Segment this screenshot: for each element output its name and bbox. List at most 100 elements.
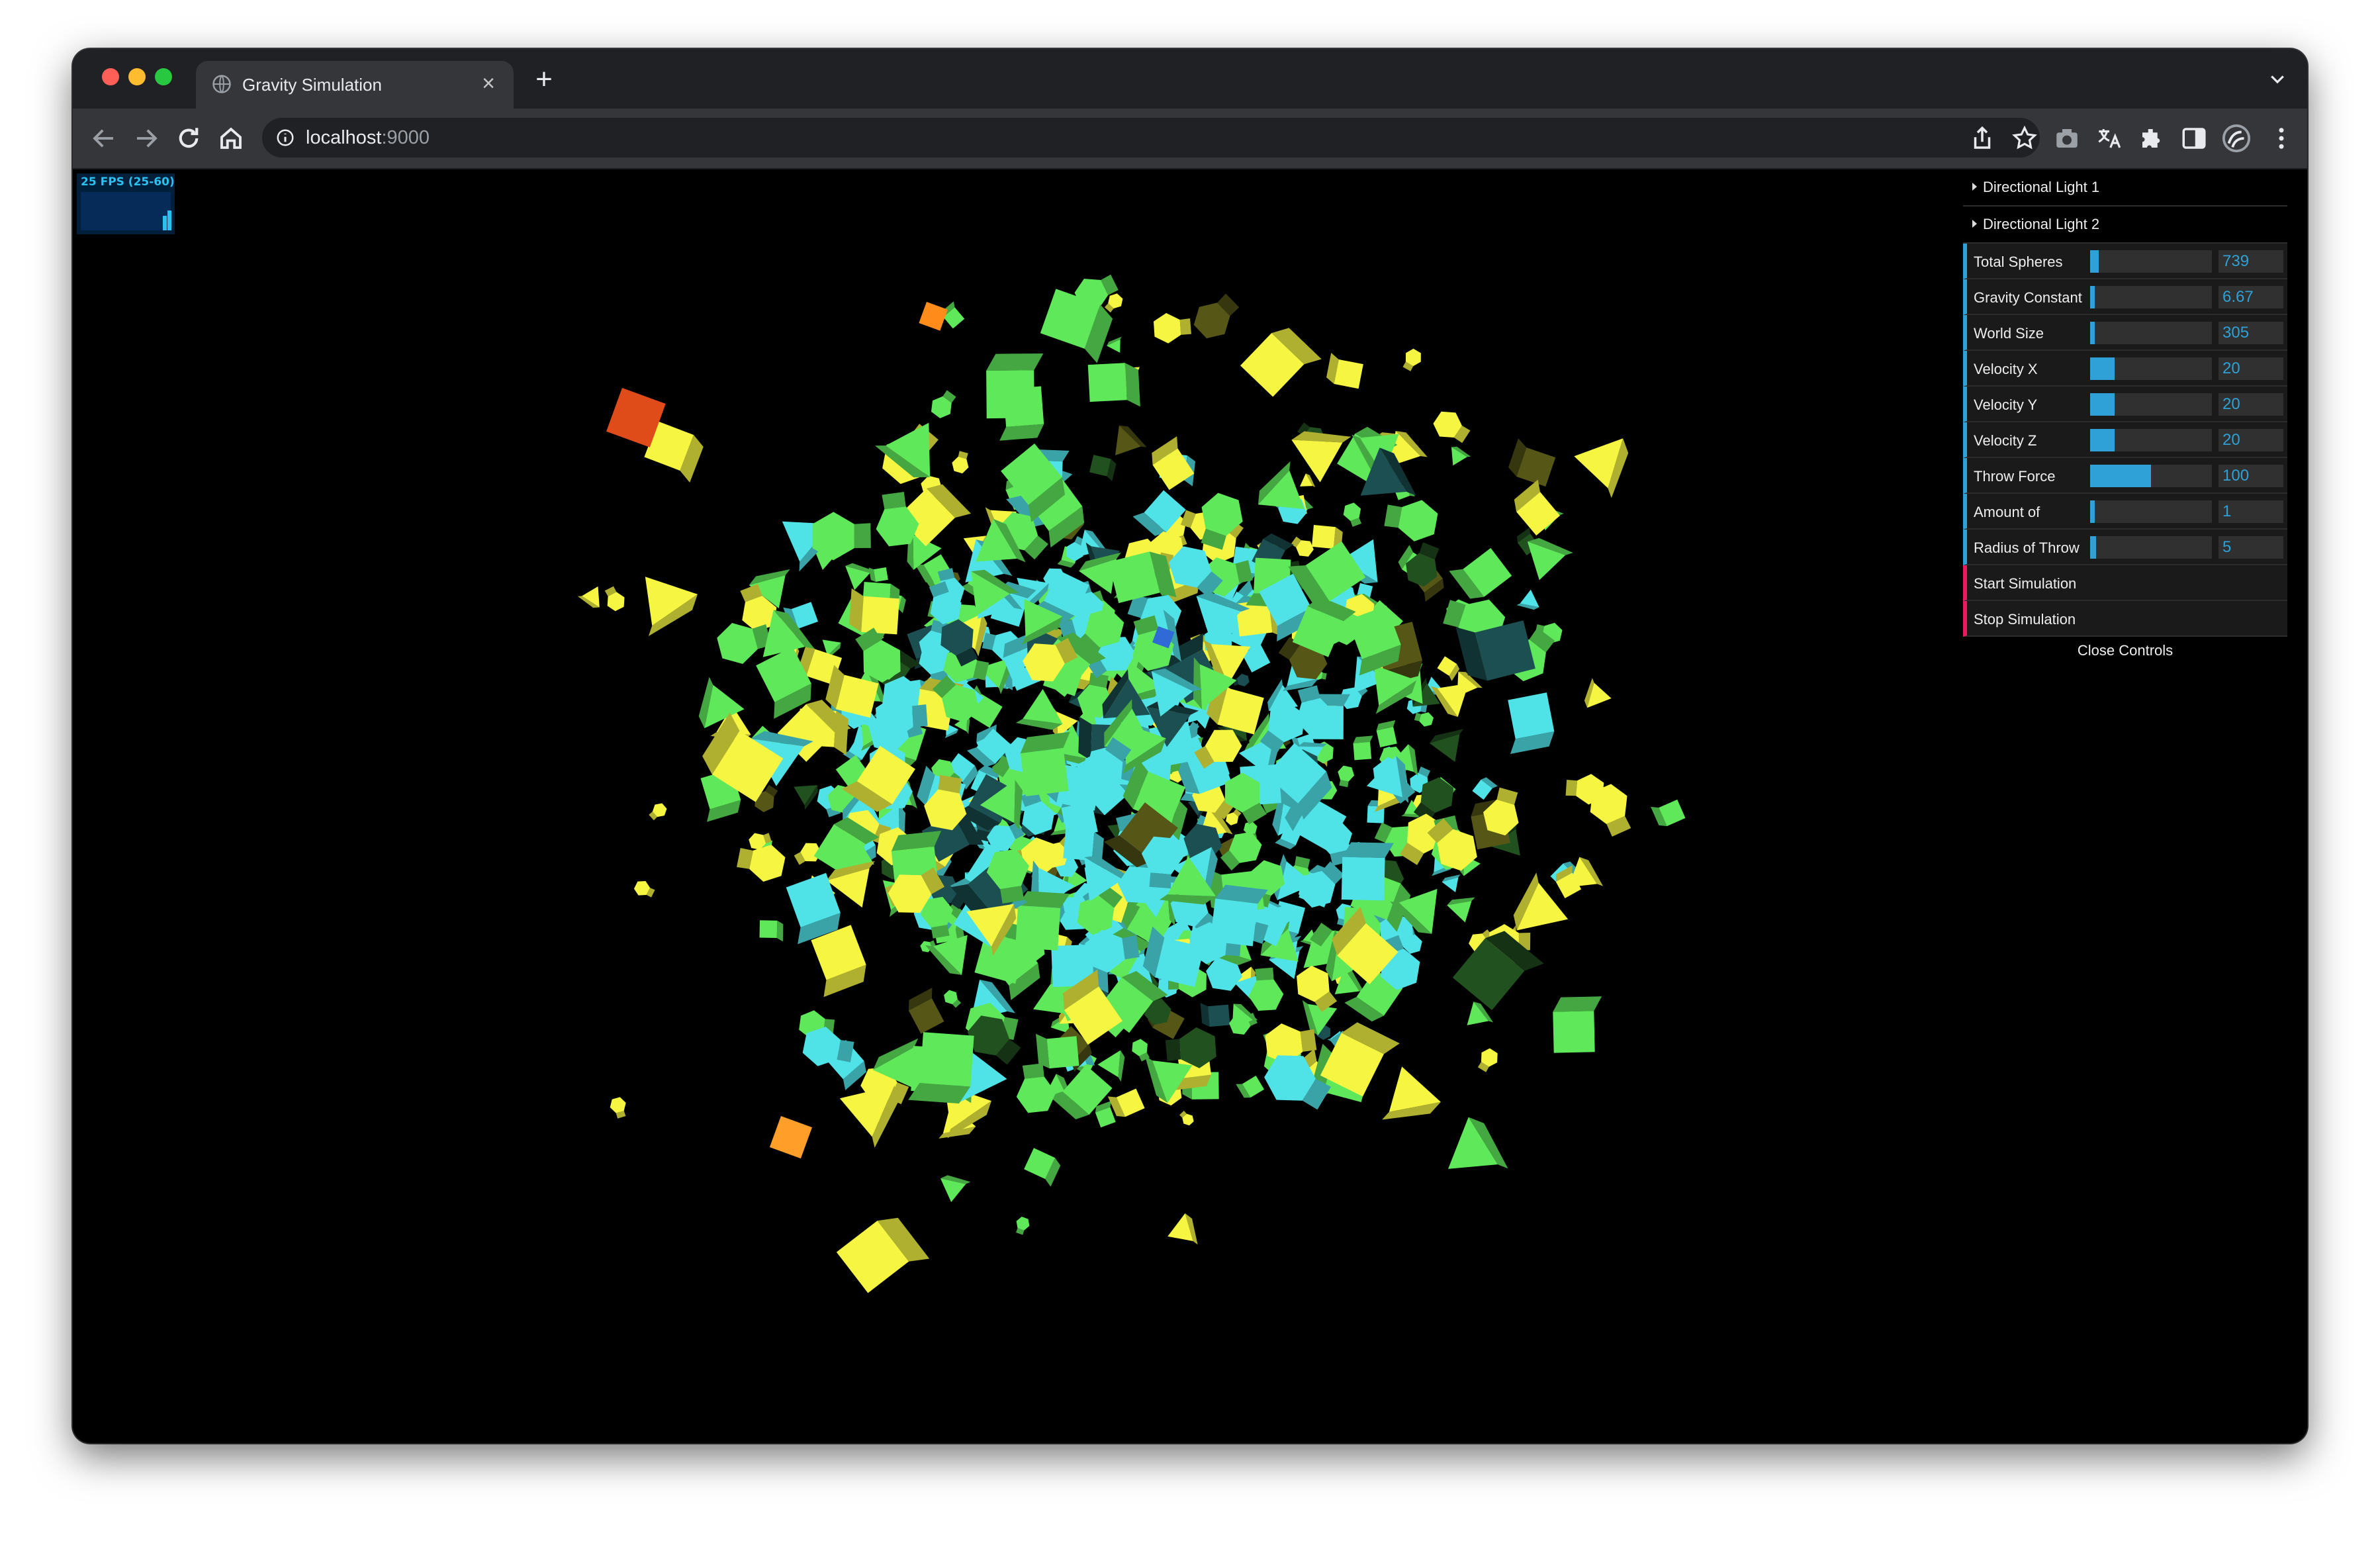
particle-shape [1151, 668, 1203, 717]
caret-right-icon [1972, 183, 1977, 191]
velocity-z-slider[interactable] [2090, 429, 2212, 451]
slider-fill [2090, 286, 2095, 308]
velocity-y-input[interactable]: 20 [2219, 393, 2283, 416]
folder-directional-light-2[interactable]: Directional Light 2 [1963, 207, 2287, 244]
particle-shape [1153, 312, 1191, 344]
throw-force-input[interactable]: 100 [2219, 465, 2283, 487]
particle-shape [1302, 1000, 1338, 1036]
particle-shape [868, 567, 888, 582]
camera-icon[interactable] [2053, 124, 2081, 152]
velocity-x-slider[interactable] [2090, 357, 2212, 380]
radius-of-throw-input[interactable]: 5 [2219, 536, 2283, 559]
info-icon[interactable] [275, 128, 295, 148]
particle-shape [1024, 1148, 1061, 1187]
share-icon[interactable] [1968, 124, 1996, 152]
particle-shape [1115, 425, 1147, 455]
particle-shape [1032, 570, 1089, 624]
particle-shape [1203, 639, 1251, 685]
folder-label: Directional Light 1 [1983, 179, 2100, 195]
extensions-puzzle-icon[interactable] [2138, 124, 2166, 152]
bookmark-star-icon[interactable] [2011, 124, 2038, 152]
particle-shape [1574, 438, 1629, 498]
webgl-viewport[interactable]: 25 FPS (25-60) Directional Light 1 Direc… [73, 169, 2307, 1443]
control-velocity-x: Velocity X 20 [1963, 351, 2287, 387]
particle-shape [1259, 702, 1305, 754]
particle-shape [749, 569, 790, 608]
total-spheres-slider[interactable] [2090, 250, 2212, 273]
particle-shape [1568, 857, 1604, 888]
particle-shape [1179, 1111, 1194, 1126]
amount-of-slider[interactable] [2090, 500, 2212, 523]
particle-shape [1152, 626, 1175, 649]
particle-shape [649, 803, 667, 821]
control-throw-force: Throw Force 100 [1963, 458, 2287, 494]
throw-force-slider[interactable] [2090, 465, 2212, 487]
tab-strip: Gravity Simulation × + [73, 49, 2307, 109]
radius-of-throw-slider[interactable] [2090, 536, 2212, 559]
particle-shape [1159, 856, 1216, 905]
tab-gravity-simulation[interactable]: Gravity Simulation × [196, 61, 514, 109]
particle-shape [1240, 328, 1322, 397]
particle-shape [1296, 685, 1334, 735]
translate-icon[interactable] [2095, 124, 2123, 152]
particle-shape [1341, 842, 1394, 901]
total-spheres-input[interactable]: 739 [2219, 250, 2283, 273]
control-velocity-y: Velocity Y 20 [1963, 387, 2287, 422]
particle-shape [1022, 598, 1063, 645]
control-label: Gravity Constant [1974, 289, 2082, 306]
velocity-y-slider[interactable] [2090, 393, 2212, 416]
particle-shape [1442, 874, 1461, 893]
slider-fill [2090, 393, 2115, 416]
kebab-menu-icon[interactable] [2267, 124, 2295, 152]
close-controls-button[interactable]: Close Controls [1963, 637, 2287, 667]
particle-shape [1089, 455, 1117, 481]
close-window-button[interactable] [102, 68, 119, 85]
gravity-constant-input[interactable]: 6.67 [2219, 286, 2283, 308]
minimize-window-button[interactable] [128, 68, 146, 85]
particle-shape [794, 785, 818, 810]
particle-shape [740, 584, 777, 632]
home-icon[interactable] [217, 124, 245, 152]
forward-arrow-icon[interactable] [132, 124, 160, 152]
profile-avatar-icon[interactable] [2221, 123, 2252, 154]
stop-simulation-button[interactable]: Stop Simulation [1963, 601, 2287, 637]
velocity-x-input[interactable]: 20 [2219, 357, 2283, 380]
back-arrow-icon[interactable] [90, 124, 118, 152]
particle-shape [813, 817, 880, 876]
particle-shape [839, 1085, 899, 1148]
particle-shape [1298, 861, 1345, 908]
button-label: Stop Simulation [1974, 611, 2076, 628]
chevron-down-icon[interactable] [2267, 69, 2287, 89]
amount-of-input[interactable]: 1 [2219, 500, 2283, 523]
particle-shape [825, 665, 879, 718]
reload-icon[interactable] [175, 124, 203, 152]
fps-stats-monitor[interactable]: 25 FPS (25-60) [77, 173, 175, 234]
particle-shape [645, 577, 698, 636]
new-tab-button[interactable]: + [535, 63, 553, 95]
particle-shape [1291, 536, 1314, 557]
controls-panel: Directional Light 1 Directional Light 2 … [1963, 169, 2287, 667]
folder-label: Directional Light 2 [1983, 216, 2100, 232]
start-simulation-button[interactable]: Start Simulation [1963, 565, 2287, 601]
particle-shape [1483, 787, 1519, 836]
folder-directional-light-1[interactable]: Directional Light 1 [1963, 169, 2287, 207]
gravity-constant-slider[interactable] [2090, 286, 2212, 308]
address-bar[interactable]: localhost:9000 [262, 118, 2040, 158]
particle-shape [1220, 831, 1262, 871]
particle-shape [1036, 1033, 1079, 1069]
close-tab-button[interactable]: × [482, 71, 495, 96]
velocity-z-input[interactable]: 20 [2219, 429, 2283, 451]
particle-shape [826, 861, 875, 908]
particle-shape [1414, 712, 1434, 727]
particle-shape [1132, 490, 1186, 536]
particle-shape [966, 904, 1017, 957]
particle-shape [1201, 492, 1243, 550]
world-size-input[interactable]: 305 [2219, 322, 2283, 344]
particle-shape [1348, 606, 1401, 676]
maximize-window-button[interactable] [155, 68, 172, 85]
particle-shape [855, 628, 901, 683]
slider-fill [2090, 500, 2095, 523]
world-size-slider[interactable] [2090, 322, 2212, 344]
side-panel-icon[interactable] [2180, 124, 2208, 152]
gravity-scene-canvas[interactable] [73, 169, 2307, 1443]
